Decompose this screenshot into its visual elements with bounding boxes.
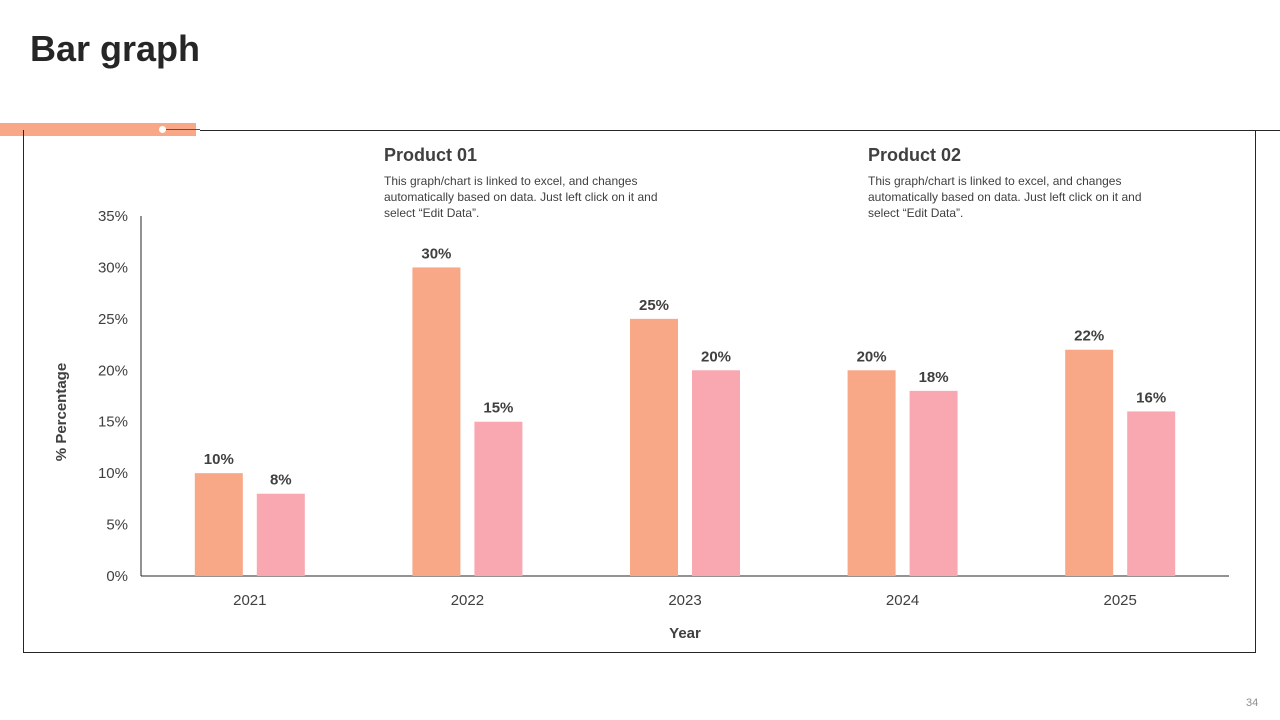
legend-title: Product 02	[868, 145, 962, 165]
bar	[692, 370, 740, 576]
page-title: Bar graph	[30, 28, 201, 69]
x-tick-label: 2024	[886, 592, 919, 609]
x-tick-label: 2021	[233, 592, 266, 609]
legend-product-01: Product 01 This graph/chart is linked to…	[384, 145, 674, 221]
bar	[256, 493, 305, 576]
y-tick-label: 10%	[98, 465, 128, 482]
accent-line	[166, 129, 200, 130]
y-tick-label: 5%	[106, 517, 128, 534]
y-tick-label: 15%	[98, 414, 128, 431]
y-tick-label: 30%	[98, 259, 128, 276]
data-label: 20%	[701, 348, 731, 365]
accent-dot	[159, 126, 166, 133]
y-tick-label: 25%	[98, 311, 128, 328]
data-label: 22%	[1074, 328, 1104, 345]
legend-product-02: Product 02 This graph/chart is linked to…	[868, 145, 1158, 221]
data-label: 20%	[857, 348, 887, 365]
y-tick-label: 20%	[98, 362, 128, 379]
bar	[630, 318, 678, 576]
top-divider	[200, 130, 1280, 131]
legend-description: This graph/chart is linked to excel, and…	[868, 174, 1142, 220]
y-axis-title: % Percentage	[53, 363, 70, 461]
y-tick-label: 0%	[106, 568, 128, 585]
chart-frame	[23, 130, 1256, 653]
legend-title: Product 01	[384, 145, 478, 165]
data-label: 16%	[1136, 389, 1166, 406]
bar	[474, 421, 523, 576]
bar	[847, 370, 896, 576]
bar	[1127, 411, 1176, 576]
x-tick-label: 2023	[668, 592, 701, 609]
bar	[412, 267, 461, 576]
data-label: 15%	[483, 400, 513, 417]
data-label: 25%	[639, 297, 669, 314]
data-label: 30%	[421, 245, 451, 262]
x-tick-label: 2022	[451, 592, 484, 609]
bar	[194, 473, 243, 576]
bar	[909, 390, 958, 576]
data-label: 10%	[204, 451, 234, 468]
data-label: 18%	[919, 369, 949, 386]
y-tick-label: 35%	[98, 208, 128, 225]
page-number: 34	[1246, 697, 1259, 709]
bar	[1065, 349, 1114, 576]
data-label: 8%	[270, 472, 292, 489]
x-tick-label: 2025	[1104, 592, 1137, 609]
title-accent-bar	[0, 123, 196, 136]
x-axis-title: Year	[669, 625, 701, 642]
legend-description: This graph/chart is linked to excel, and…	[384, 174, 658, 220]
